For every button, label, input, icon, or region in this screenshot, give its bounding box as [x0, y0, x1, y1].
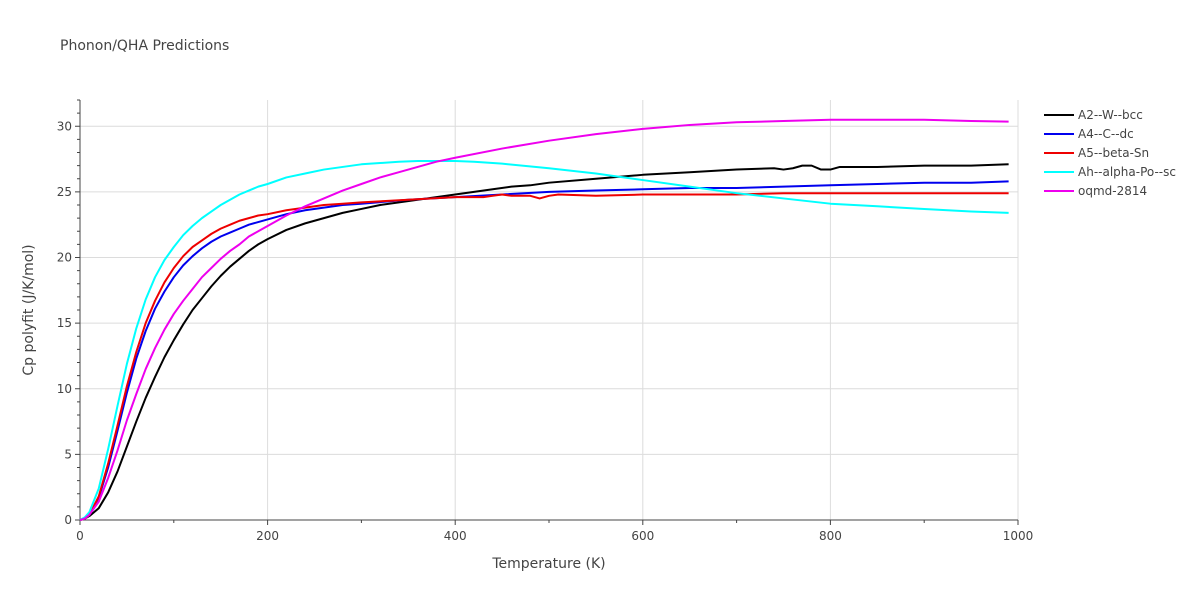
plot-area — [79, 118, 1009, 521]
legend[interactable]: A2--W--bcc A4--C--dc A5--beta-Sn Ah--alpha-… — [1044, 108, 1176, 198]
series-line — [79, 118, 1009, 521]
y-tick-label: 20 — [57, 251, 72, 265]
series-line — [79, 163, 1009, 521]
x-tick-label: 1000 — [1003, 529, 1034, 543]
x-tick-label: 400 — [444, 529, 467, 543]
chart-title: Phonon/QHA Predictions — [60, 38, 229, 54]
y-tick-label: 0 — [64, 513, 72, 527]
y-axis-title: Cp polyfit (J/K/mol) — [21, 244, 37, 375]
y-tick-label: 10 — [57, 382, 72, 396]
legend-label: A2--W--bcc — [1078, 108, 1143, 122]
y-tick-label: 15 — [57, 316, 72, 330]
legend-item[interactable]: A5--beta-Sn — [1044, 146, 1149, 160]
series-line — [79, 160, 1009, 521]
series-line — [79, 180, 1009, 521]
x-tick-label: 0 — [76, 529, 84, 543]
y-tick-label: 5 — [64, 447, 72, 461]
grid — [80, 100, 1019, 520]
legend-label: oqmd-2814 — [1078, 184, 1147, 198]
x-tick-label: 200 — [256, 529, 279, 543]
legend-item[interactable]: A2--W--bcc — [1044, 108, 1143, 122]
y-tick-label: 25 — [57, 185, 72, 199]
legend-label: Ah--alpha-Po--sc — [1078, 165, 1176, 179]
axes: 0 200 400 600 800 1000 0 5 10 15 20 25 30 — [57, 99, 1034, 543]
legend-item[interactable]: Ah--alpha-Po--sc — [1044, 165, 1176, 179]
x-tick-label: 800 — [819, 529, 842, 543]
legend-label: A5--beta-Sn — [1078, 146, 1149, 160]
legend-item[interactable]: oqmd-2814 — [1044, 184, 1147, 198]
series-line — [79, 192, 1009, 521]
x-axis-title: Temperature (K) — [491, 556, 605, 572]
legend-label: A4--C--dc — [1078, 127, 1134, 141]
legend-item[interactable]: A4--C--dc — [1044, 127, 1134, 141]
y-tick-label: 30 — [57, 119, 72, 133]
x-tick-label: 600 — [631, 529, 654, 543]
